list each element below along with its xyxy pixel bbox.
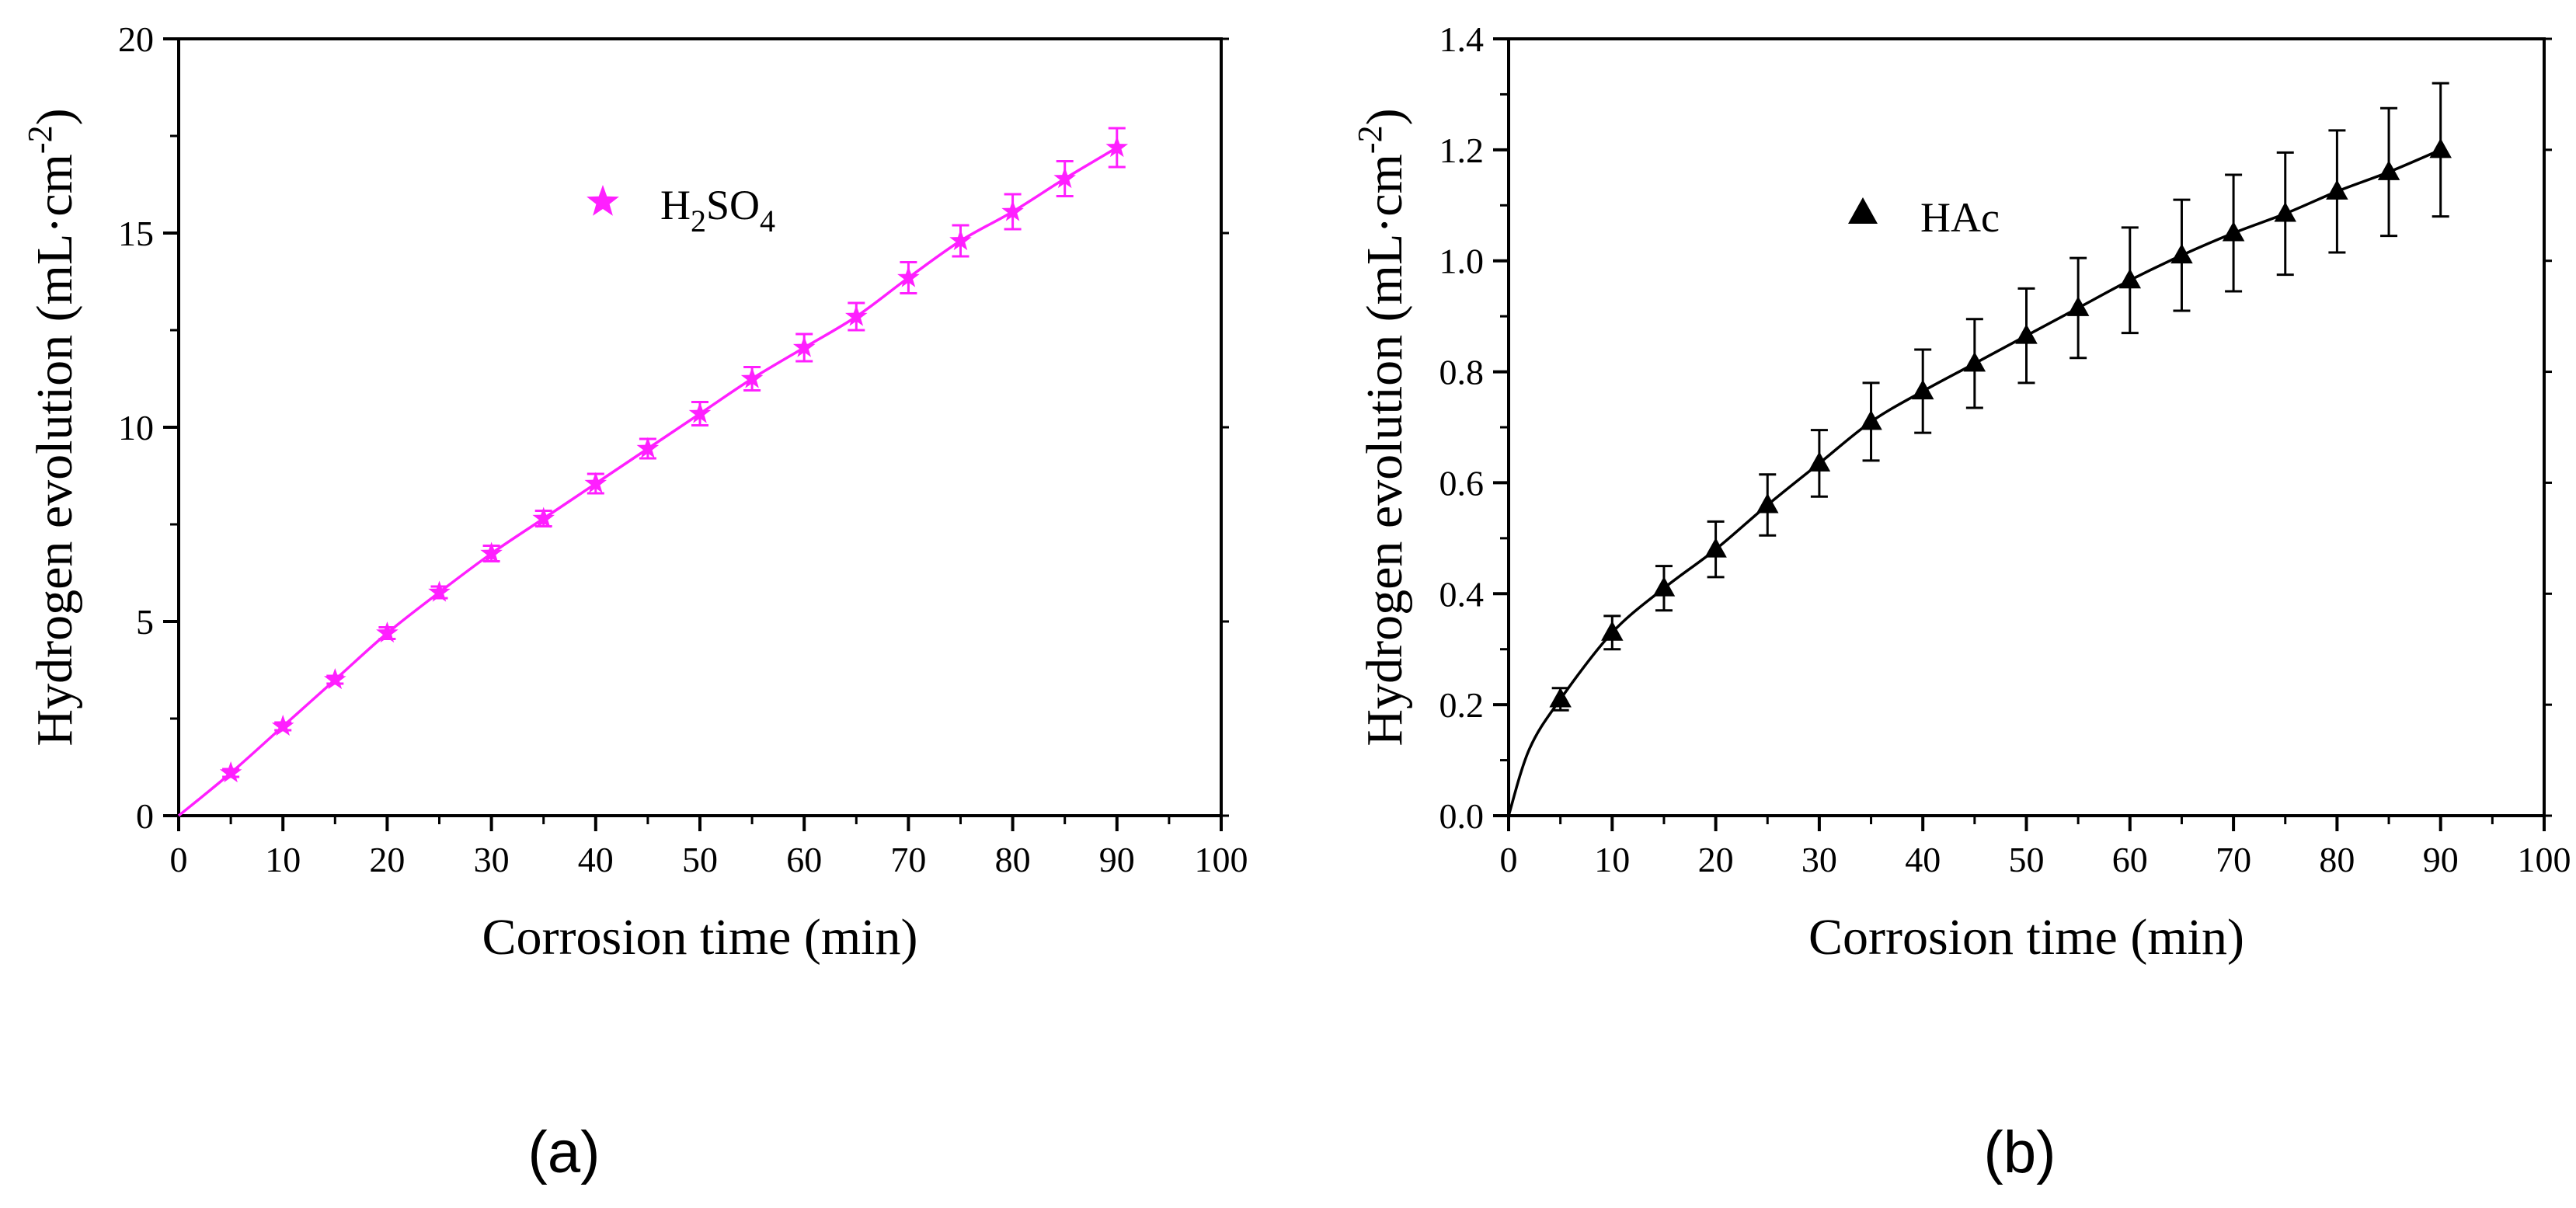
legend-subscript-a: 4 — [760, 204, 775, 238]
x-tick-label-a: 40 — [578, 840, 614, 879]
data-point-star-a — [636, 437, 660, 458]
legend-text-a: H — [660, 182, 691, 228]
x-tick-label-b: 70 — [2216, 840, 2251, 879]
data-point-star-a — [845, 305, 868, 326]
data-point-triangle-b — [2015, 324, 2038, 344]
y-tick-label-b: 1.4 — [1439, 19, 1485, 59]
panel-label-a: (a) — [527, 1119, 600, 1185]
x-tick-label-b: 0 — [1500, 840, 1518, 879]
data-point-star-a — [688, 402, 712, 423]
x-tick-label-b: 10 — [1594, 840, 1630, 879]
data-point-triangle-b — [1808, 451, 1831, 472]
legend-subscript-a: 2 — [691, 204, 706, 238]
x-tick-label-b: 100 — [2518, 840, 2571, 879]
data-point-star-a — [740, 367, 764, 388]
data-point-star-a — [792, 336, 816, 357]
x-tick-label-a: 60 — [786, 840, 822, 879]
data-point-triangle-b — [2170, 243, 2193, 264]
data-point-star-a — [428, 580, 451, 602]
y-axis-title-main-a: Hydrogen evolution (mL·cm — [26, 154, 83, 746]
data-point-star-a — [897, 266, 920, 287]
data-point-triangle-b — [1652, 576, 1676, 597]
chart-b: 0 10 20 30 40 50 60 70 80 90 100 0.0 0.2 0.4 0.6 0.8 1.0… — [1351, 19, 2571, 966]
y-tick-label-b: 0.4 — [1439, 574, 1485, 614]
data-point-triangle-b — [2274, 202, 2296, 222]
legend-label-b: HAc — [1920, 194, 2000, 241]
data-point-triangle-b — [1860, 409, 1882, 430]
data-point-star-a — [219, 761, 242, 783]
legend-label-a: H2SO4 — [660, 182, 775, 238]
data-point-triangle-b — [2326, 179, 2348, 200]
y-tick-label-b: 0.8 — [1439, 353, 1485, 392]
data-point-triangle-b — [1601, 621, 1624, 641]
y-axis-title-sup-a: -2 — [21, 125, 59, 154]
panel-label-b: (b) — [1983, 1119, 2056, 1185]
data-point-star-a — [271, 715, 294, 736]
data-point-triangle-b — [1756, 493, 1779, 513]
y-axis-title-b: Hydrogen evolution (mL·cm-2) — [1351, 108, 1413, 746]
x-tick-label-a: 90 — [1099, 840, 1135, 879]
data-point-triangle-b — [1704, 538, 1727, 558]
x-tick-label-a: 30 — [474, 840, 510, 879]
y-tick-label-a: 10 — [118, 408, 154, 447]
x-tick-label-b: 60 — [2112, 840, 2148, 879]
y-tick-label-a: 5 — [136, 602, 154, 642]
y-axis-title-a: Hydrogen evolution (mL·cm-2) — [21, 108, 83, 746]
y-tick-label-b: 1.2 — [1439, 131, 1485, 170]
x-tick-label-b: 20 — [1698, 840, 1734, 879]
data-point-triangle-b — [1549, 688, 1572, 708]
y-tick-label-a: 15 — [118, 214, 154, 253]
x-tick-label-a: 70 — [890, 840, 926, 879]
data-point-triangle-b — [1911, 379, 1934, 400]
y-tick-label-b: 0.6 — [1439, 463, 1485, 503]
x-tick-label-a: 20 — [369, 840, 405, 879]
data-point-triangle-b — [2429, 138, 2452, 158]
data-point-triangle-b — [2118, 268, 2142, 289]
data-point-star-a — [532, 507, 555, 528]
y-tick-label-b: 1.0 — [1439, 242, 1485, 281]
legend-marker-a — [587, 185, 619, 216]
data-point-triangle-b — [2377, 160, 2400, 180]
legend-marker-b — [1848, 197, 1878, 224]
data-point-star-a — [584, 472, 607, 493]
data-point-star-a — [1105, 136, 1129, 158]
legend-text-a: SO — [706, 182, 760, 228]
x-tick-label-a: 50 — [682, 840, 718, 879]
x-tick-label-a: 80 — [995, 840, 1031, 879]
x-tick-label-a: 0 — [170, 840, 188, 879]
data-point-star-a — [1053, 167, 1076, 189]
data-point-star-a — [376, 621, 399, 643]
x-axis-title-a: Corrosion time (min) — [482, 909, 918, 966]
chart-a: 0 10 20 30 40 50 60 70 80 90 100 0 5 10 15 20 Corrosion … — [21, 19, 1248, 966]
x-tick-label-b: 50 — [2009, 840, 2045, 879]
y-axis-title-sup-b: -2 — [1351, 125, 1389, 154]
data-point-star-a — [324, 668, 346, 690]
y-axis-title-close-a: ) — [26, 108, 83, 125]
x-axis-title-b: Corrosion time (min) — [1808, 909, 2244, 966]
x-tick-label-b: 90 — [2423, 840, 2459, 879]
x-tick-label-b: 40 — [1905, 840, 1941, 879]
data-point-triangle-b — [2066, 296, 2090, 316]
plot-frame-a — [177, 37, 1223, 817]
y-tick-label-a: 0 — [136, 796, 154, 836]
x-tick-label-b: 80 — [2319, 840, 2355, 879]
data-point-star-a — [1001, 200, 1024, 221]
data-point-triangle-b — [2222, 221, 2245, 242]
data-point-triangle-b — [1963, 351, 1986, 372]
x-tick-label-b: 30 — [1801, 840, 1837, 879]
x-tick-label-a: 100 — [1195, 840, 1248, 879]
y-axis-title-close-b: ) — [1356, 108, 1413, 125]
x-tick-label-a: 10 — [265, 840, 301, 879]
y-tick-label-a: 20 — [118, 19, 154, 59]
series-line-a — [177, 146, 1118, 817]
y-tick-label-b: 0.2 — [1439, 685, 1485, 725]
y-tick-label-b: 0.0 — [1439, 796, 1485, 836]
data-point-star-a — [480, 541, 503, 563]
data-point-star-a — [949, 229, 972, 251]
y-axis-title-main-b: Hydrogen evolution (mL·cm — [1356, 154, 1413, 746]
series-line-b — [1507, 148, 2442, 816]
